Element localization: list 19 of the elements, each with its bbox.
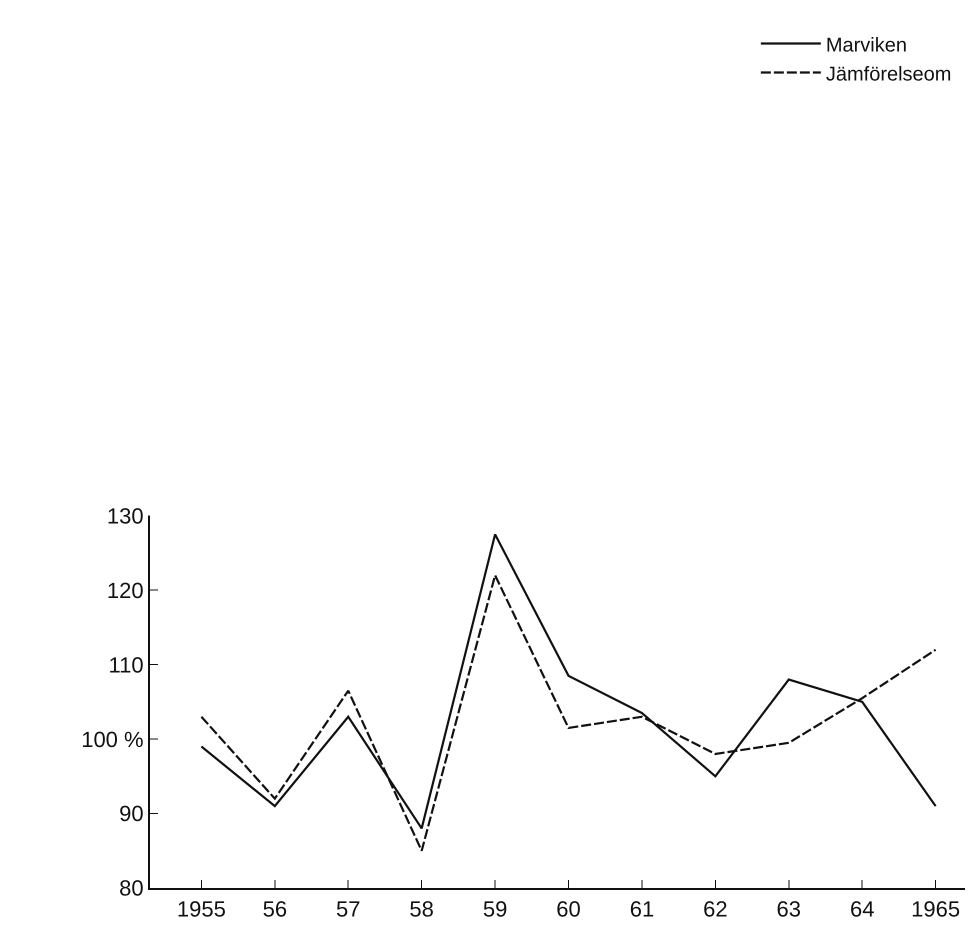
y-tick-label: 80 bbox=[119, 876, 144, 901]
x-tick-label: 1955 bbox=[176, 896, 226, 922]
x-tick-label: 64 bbox=[850, 896, 874, 922]
x-tick-label: 58 bbox=[409, 896, 434, 922]
legend-label: Marviken bbox=[826, 34, 907, 56]
x-tick-label: 1965 bbox=[911, 896, 960, 922]
x-tick-label: 61 bbox=[630, 896, 654, 922]
x-tick-label: 62 bbox=[703, 896, 728, 922]
y-tick-label: 100 % bbox=[81, 726, 144, 752]
y-tick-label: 90 bbox=[119, 801, 144, 826]
y-tick-label: 120 bbox=[106, 578, 144, 603]
x-tick-label: 56 bbox=[262, 896, 288, 922]
x-tick-label: 63 bbox=[776, 896, 802, 922]
y-tick-label: 130 bbox=[106, 503, 144, 528]
x-tick-label: 59 bbox=[482, 896, 508, 922]
legend-label: Jämförelseom bbox=[826, 63, 952, 86]
x-tick-label: 57 bbox=[336, 896, 360, 922]
y-tick-label: 110 bbox=[108, 652, 144, 678]
x-tick-label: 60 bbox=[556, 896, 581, 922]
